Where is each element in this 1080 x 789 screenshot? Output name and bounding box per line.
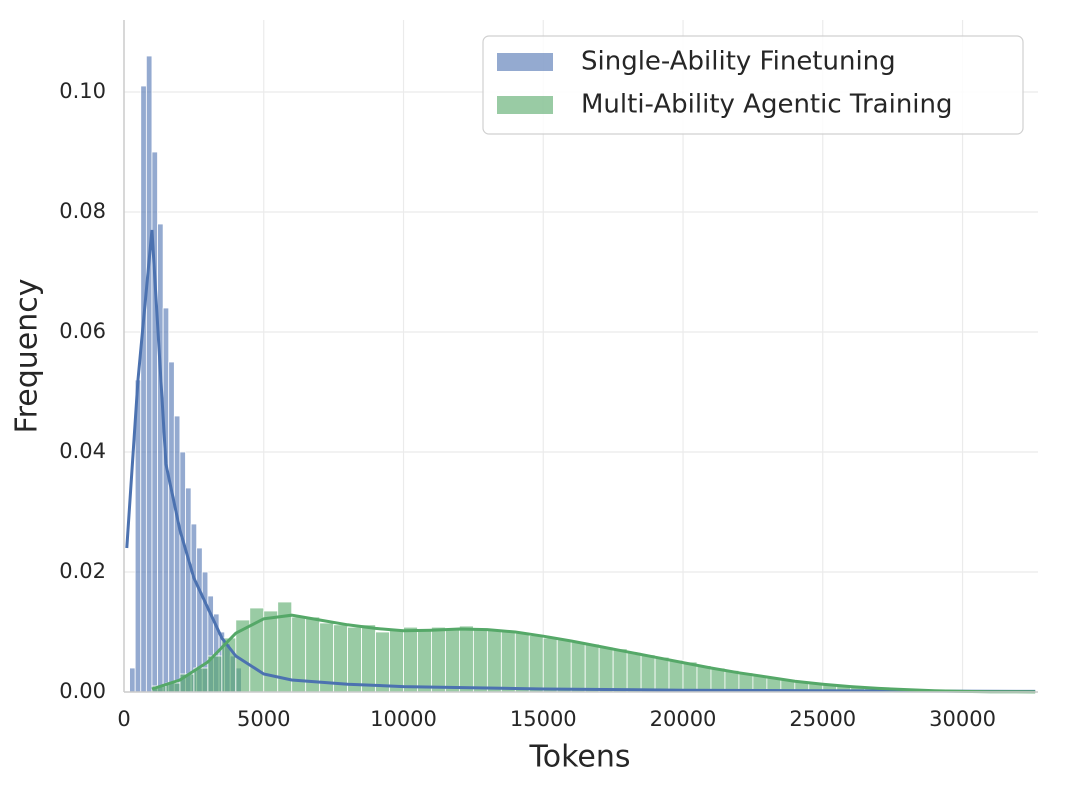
bar	[696, 665, 712, 693]
bar	[668, 659, 684, 693]
y-tick-label: 0.10	[59, 79, 106, 103]
x-tick-label: 25000	[789, 707, 856, 731]
bar	[389, 628, 404, 693]
bar	[598, 646, 614, 693]
kde-line	[125, 229, 1036, 693]
legend-swatch	[497, 96, 553, 114]
y-tick-label: 0.02	[59, 559, 106, 583]
bar	[162, 307, 170, 693]
bar	[347, 626, 362, 693]
bar	[640, 654, 656, 693]
bar	[584, 643, 600, 693]
bar	[654, 656, 670, 693]
y-tick-label: 0.06	[59, 319, 106, 343]
bar	[431, 626, 446, 693]
bar	[514, 632, 530, 693]
bar	[542, 637, 558, 693]
y-tick-label: 0.08	[59, 199, 106, 223]
bar	[486, 629, 502, 693]
bar	[417, 630, 432, 693]
x-tick-label: 30000	[929, 707, 996, 731]
bar	[403, 626, 418, 693]
bar	[626, 652, 642, 693]
bar	[185, 487, 192, 693]
bar	[710, 667, 726, 693]
y-axis-label: Frequency	[10, 279, 45, 434]
bar	[682, 661, 698, 693]
bar	[193, 667, 209, 693]
bar	[179, 451, 186, 693]
bar	[612, 648, 628, 693]
bar	[445, 628, 460, 693]
x-axis-label: Tokens	[529, 740, 631, 775]
bar	[556, 639, 572, 693]
legend-swatch	[497, 53, 553, 71]
bar	[140, 85, 147, 693]
bar	[528, 635, 544, 693]
bar	[190, 523, 198, 693]
kde-line	[151, 613, 1036, 694]
bar	[570, 641, 586, 693]
bar	[157, 223, 164, 693]
bar	[500, 631, 516, 693]
legend-label: Multi-Ability Agentic Training	[581, 90, 953, 120]
bar	[145, 55, 153, 693]
x-tick-label: 15000	[510, 707, 577, 731]
bar	[361, 624, 376, 693]
legend-box	[482, 35, 1024, 135]
y-tick-label: 0.04	[59, 439, 106, 463]
bar	[459, 625, 474, 693]
bar	[472, 629, 488, 693]
y-tick-label: 0.00	[59, 679, 106, 703]
bar	[173, 415, 181, 693]
bar	[375, 631, 390, 693]
legend-label: Single-Ability Finetuning	[581, 47, 896, 77]
x-tick-label: 20000	[650, 707, 717, 731]
x-tick-label: 10000	[370, 707, 437, 731]
x-tick-label: 5000	[237, 707, 290, 731]
bar	[129, 667, 136, 693]
x-tick-label: 0	[117, 707, 130, 731]
bar	[263, 610, 279, 693]
bar	[168, 361, 175, 693]
